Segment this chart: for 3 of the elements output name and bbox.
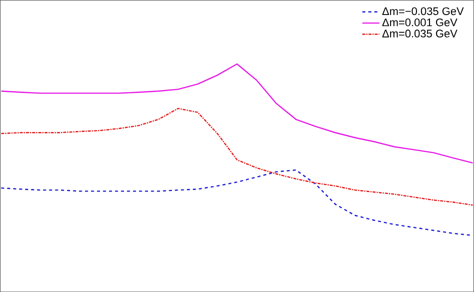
legend-label: Δm=0.035 GeV [382,30,458,38]
legend-label: Δm=0.001 GeV [382,18,458,26]
legend-label: Δm=−0.035 GeV [382,7,464,16]
